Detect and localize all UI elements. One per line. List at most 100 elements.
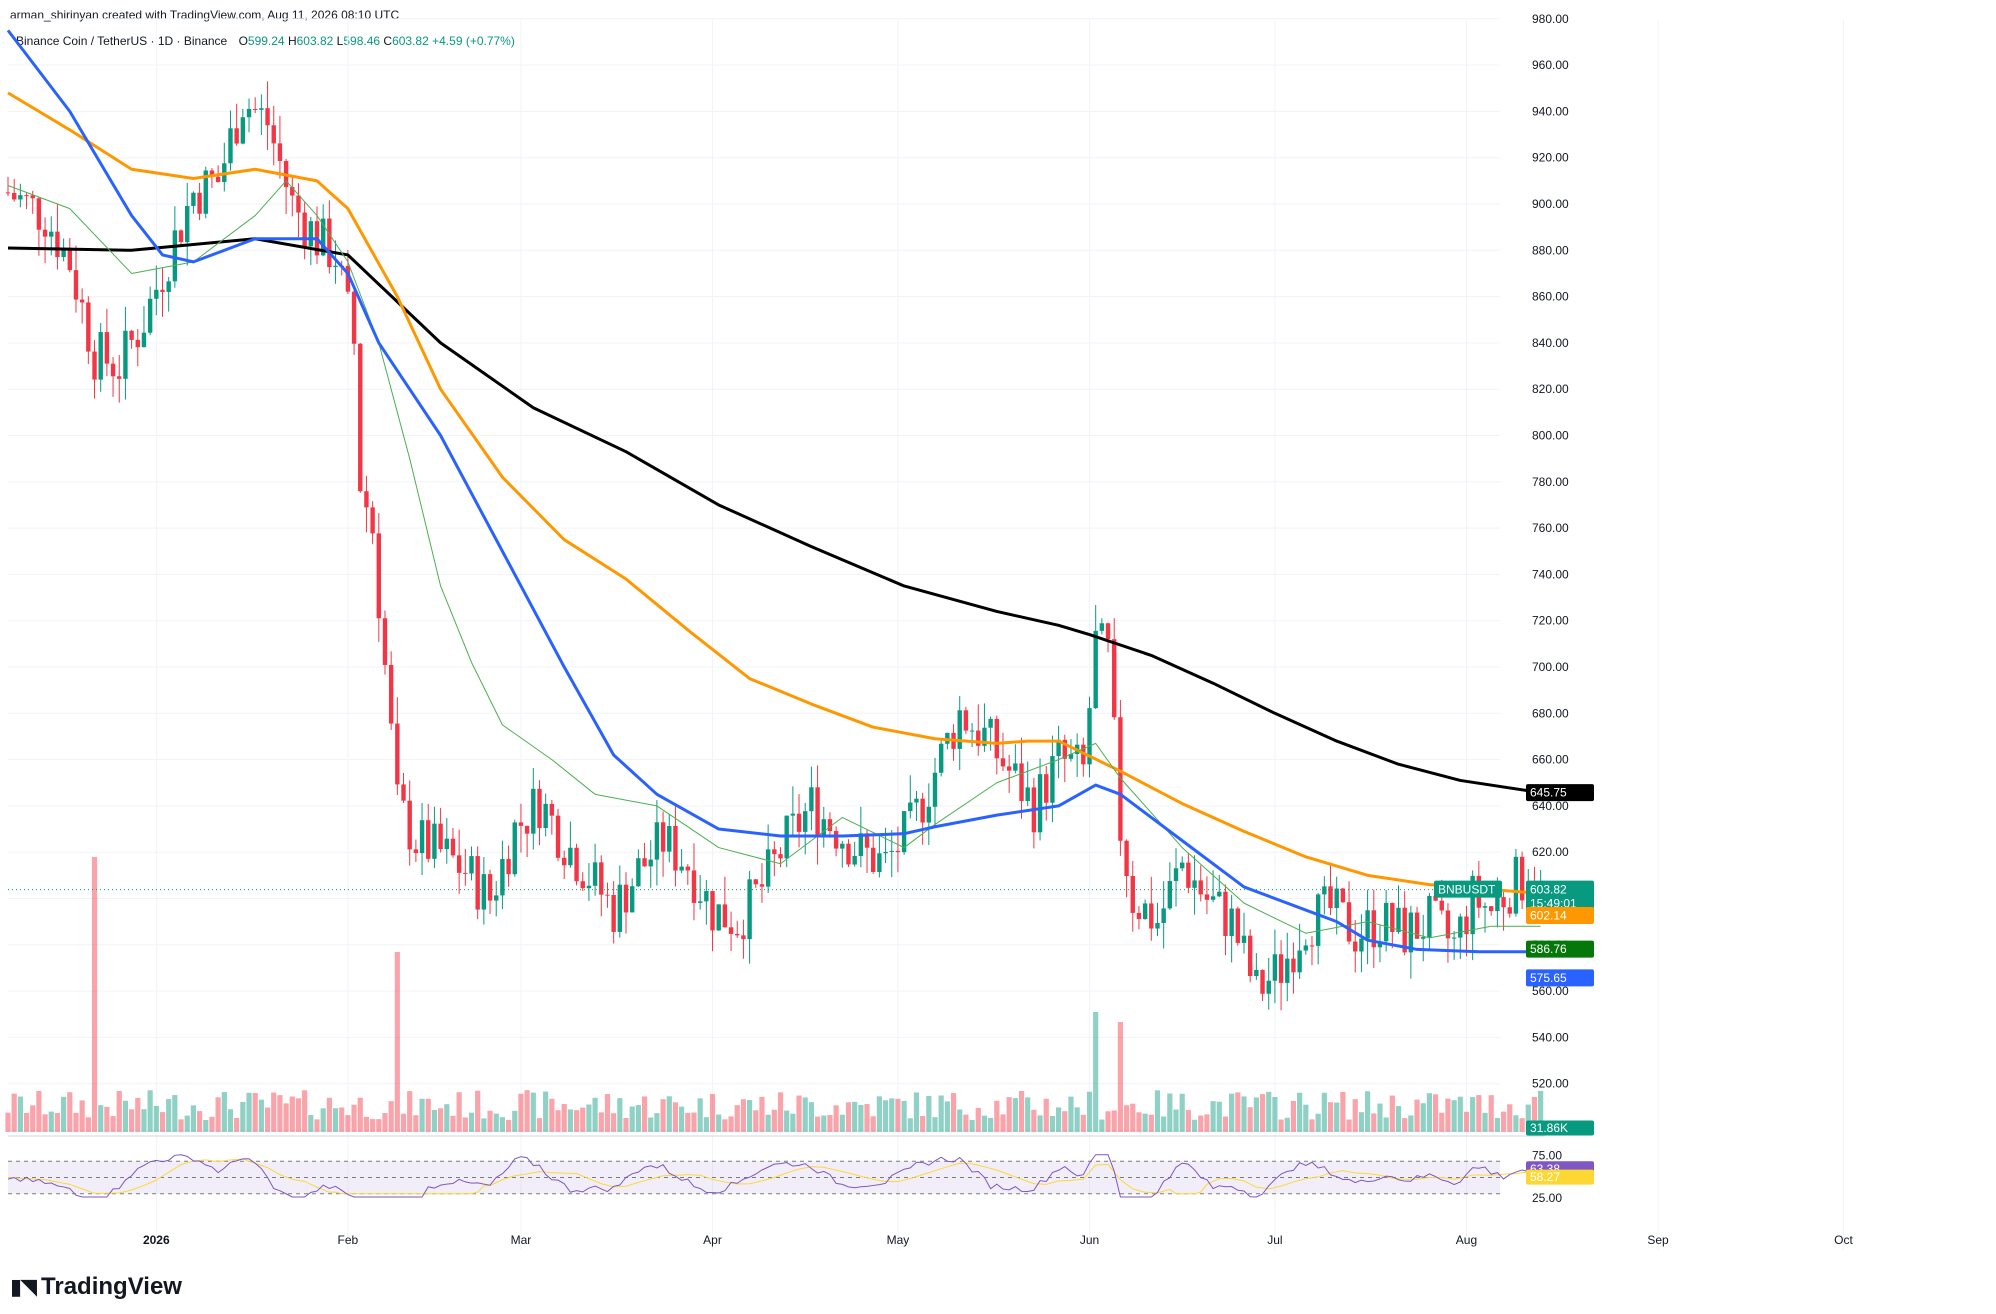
volume-bar (586, 1104, 592, 1132)
candle (1377, 941, 1383, 948)
volume-bar (1018, 1090, 1025, 1132)
candle (1433, 895, 1438, 901)
volume-bar (734, 1105, 740, 1132)
time-tick-label: Jun (1080, 1233, 1099, 1247)
volume-bar (1043, 1098, 1049, 1132)
volume-bar (407, 1091, 413, 1132)
candle (679, 866, 684, 871)
candle (154, 289, 159, 299)
price-tick-label: 980.00 (1532, 12, 1569, 26)
volume-bar (1099, 1119, 1105, 1132)
volume-bar (648, 1117, 654, 1132)
volume-bar (413, 1115, 419, 1132)
price-tick-label: 760.00 (1532, 521, 1569, 535)
volume-bar (295, 1098, 302, 1132)
candle (110, 363, 116, 377)
volume-bar (573, 1110, 580, 1132)
volume-bar (1414, 1099, 1420, 1132)
candle (1167, 881, 1173, 909)
candle (1223, 891, 1228, 937)
volume-bar (246, 1092, 252, 1132)
volume-bar (302, 1090, 308, 1132)
volume-bar (1439, 1112, 1445, 1132)
volume-bar (716, 1114, 722, 1132)
time-axis[interactable]: 2026 Feb Mar Apr May Jun Jul Aug Sep Oct (143, 1233, 1853, 1247)
legend-symbol[interactable]: Binance Coin / TetherUS · 1D · Binance (16, 34, 228, 48)
volume-bar (1272, 1096, 1278, 1132)
volume-bar (1327, 1102, 1334, 1132)
candle (215, 176, 221, 183)
volume-bar (166, 1099, 172, 1132)
volume-bar (363, 1116, 370, 1132)
ma-black-tag: 645.75 (1530, 786, 1567, 800)
price-tick-label: 840.00 (1532, 336, 1569, 350)
candle (191, 192, 196, 206)
candle (345, 265, 351, 292)
candle (376, 533, 381, 619)
price-tick-label: 680.00 (1532, 706, 1569, 720)
volume-bar (431, 1109, 438, 1132)
candle (1056, 739, 1061, 757)
volume-bar (1142, 1113, 1148, 1132)
candle (1050, 756, 1055, 803)
tradingview-brand[interactable]: ▮◥ TradingView (10, 1273, 182, 1301)
candle (759, 884, 765, 887)
volume-bar (1389, 1095, 1395, 1132)
price-chart[interactable]: 1,020.001,000.00980.00960.00940.00920.00… (0, 0, 1996, 1270)
volume-bar (1056, 1107, 1062, 1132)
volume-bar (512, 1110, 518, 1132)
candle (1247, 935, 1253, 977)
candle (1173, 868, 1179, 882)
candle (1297, 950, 1302, 973)
candle (1149, 903, 1154, 929)
volume-bar (400, 1113, 407, 1132)
volume-bar (524, 1090, 530, 1132)
price-tick-label: 740.00 (1532, 567, 1569, 581)
volume-bar (135, 1097, 141, 1132)
candle (172, 230, 178, 282)
candle (518, 822, 524, 826)
candle (1513, 856, 1519, 914)
candle (49, 231, 54, 237)
price-tags: 645.75603.8215:49:01BNBUSDT602.14586.765… (1434, 784, 1594, 1185)
chart-grid (8, 18, 1844, 1250)
candle (858, 833, 864, 856)
candle (796, 813, 802, 832)
candle (1142, 903, 1148, 920)
volume-bar (283, 1103, 289, 1132)
candles (5, 81, 1543, 1011)
volume-bar (227, 1109, 234, 1132)
volume-bar (1457, 1096, 1463, 1132)
candle (1303, 945, 1308, 951)
candle (1334, 888, 1339, 909)
price-axis[interactable]: 1,020.001,000.00980.00960.00940.00920.00… (1532, 0, 1579, 1205)
volume-bar (209, 1116, 215, 1132)
volume-bar (48, 1111, 54, 1132)
candle (1371, 910, 1376, 948)
candle (147, 298, 153, 333)
candle (1266, 980, 1271, 994)
candle (240, 117, 246, 144)
candle (1458, 916, 1463, 938)
volume-bar (975, 1107, 981, 1132)
candle (500, 858, 505, 896)
volume-bar (1229, 1093, 1235, 1132)
candle (592, 862, 598, 886)
candle (1204, 894, 1210, 900)
volume-bar (42, 1114, 48, 1132)
rsi-lower-label: 25.00 (1532, 1191, 1562, 1205)
price-tick-label: 700.00 (1532, 660, 1569, 674)
volume-bar (1123, 1105, 1130, 1132)
candle (1136, 912, 1142, 920)
volume-bar (1525, 1104, 1531, 1132)
candle (24, 195, 29, 197)
tradingview-logo-icon: ▮◥ (10, 1274, 37, 1299)
candle (537, 788, 542, 828)
volume-bar (1173, 1109, 1179, 1132)
volume-bar (73, 1112, 79, 1132)
volume-bar (536, 1118, 543, 1132)
volume-bar (419, 1098, 425, 1132)
candle (988, 718, 993, 728)
price-tick-label: 640.00 (1532, 799, 1569, 813)
candle (654, 822, 660, 860)
